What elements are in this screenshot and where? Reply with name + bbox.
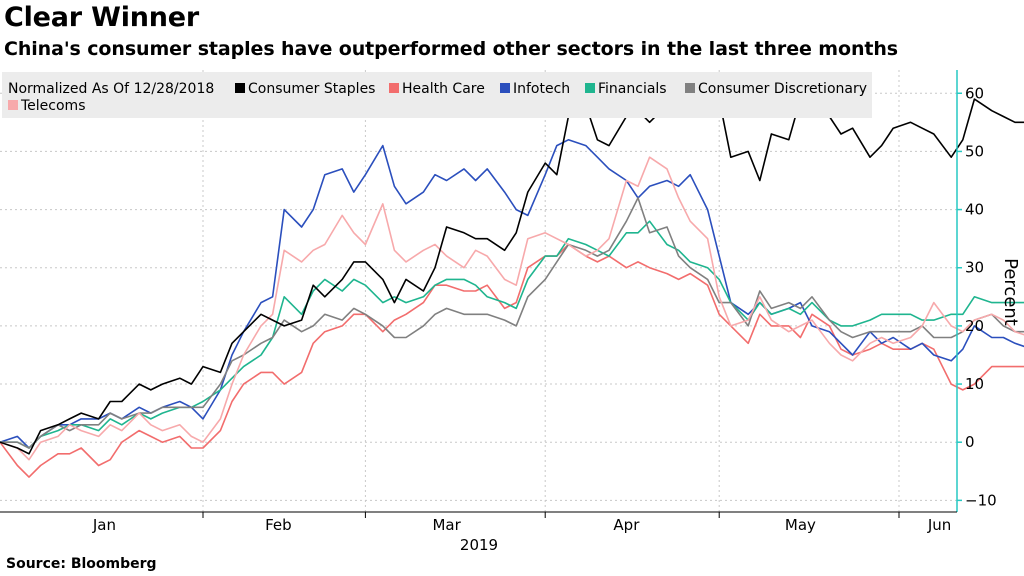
legend-item-consumer-staples: Consumer Staples [235,81,375,97]
series-line-financials [0,220,1024,449]
y-tick-label: 60 [965,84,984,102]
legend-label: Consumer Staples [248,81,375,97]
year-label: 2019 [460,536,498,554]
x-tick-label: Feb [265,516,292,534]
legend-items: Consumer Staples Health Care Infotech Finan… [8,81,867,114]
source-note: Source: Bloomberg [6,556,157,572]
x-tick-label: Jan [92,516,116,534]
y-ticks: 60 50 40 30 20 10 0 −10 [957,84,997,509]
legend-label: Telecoms [20,98,85,114]
legend-item-financials: Financials [585,81,667,97]
chart-title: Clear Winner [4,2,200,33]
legend: Normalized As Of 12/28/2018 [2,72,872,118]
x-tick-label: Apr [613,516,640,534]
x-tick-label: Jun [927,516,951,534]
legend-item-consumer-discretionary: Consumer Discretionary [685,81,867,97]
legend-label: Health Care [402,81,485,97]
y-tick-label: 20 [965,317,984,335]
series-line-infotech [0,139,1024,449]
y-tick-label: 0 [965,433,975,451]
y-axis-label: Percent [1000,258,1021,326]
series-line-consumer-staples [0,92,1024,455]
legend-swatch [8,100,18,110]
legend-swatch [389,83,399,93]
legend-swatch [585,83,595,93]
legend-header: Normalized As Of 12/28/2018 [8,81,214,97]
legend-swatch [500,83,510,93]
legend-item-health-care: Health Care [389,81,485,97]
series-layer [0,92,1024,478]
y-tick-label: 10 [965,375,984,393]
x-ticks: Jan Feb Mar Apr May Jun [92,516,951,534]
legend-background [2,72,872,118]
legend-label: Infotech [513,81,570,97]
legend-swatch [235,83,245,93]
series-line-consumer-discretionary [0,197,1024,449]
y-tick-label: 50 [965,142,984,160]
grid-layer [0,70,957,518]
legend-item-telecoms: Telecoms [8,98,85,114]
series-line-health-care [0,243,1024,478]
y-tick-label: 30 [965,259,984,277]
legend-item-infotech: Infotech [500,81,570,97]
y-tick-label: 40 [965,201,984,219]
legend-swatch [685,83,695,93]
legend-label: Consumer Discretionary [698,81,867,97]
y-tick-label: −10 [965,491,997,509]
series-line-telecoms [0,156,1024,461]
legend-label: Financials [598,81,667,97]
chart-subtitle: China's consumer staples have outperform… [4,38,898,60]
x-tick-label: Mar [432,516,461,534]
x-tick-label: May [785,516,816,534]
